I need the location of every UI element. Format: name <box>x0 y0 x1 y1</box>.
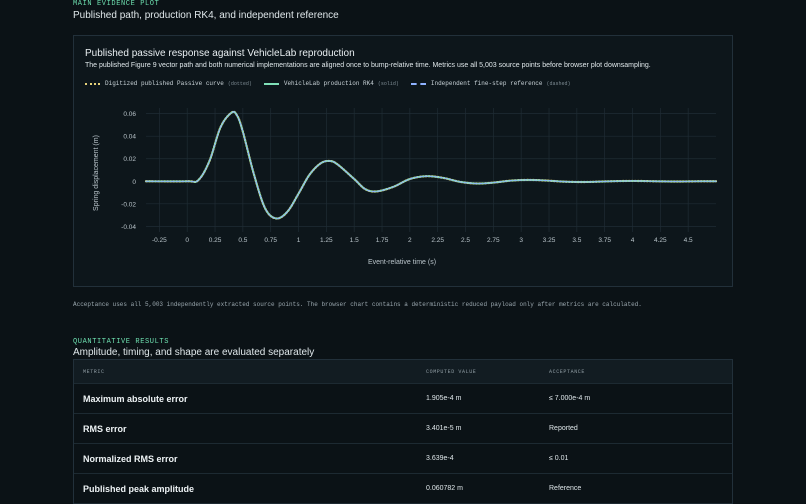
x-tick-label: 4 <box>631 237 635 244</box>
x-tick-label: 2.75 <box>487 237 500 244</box>
table-row: Published peak amplitude 0.060782 m Refe… <box>74 474 732 504</box>
metric-acceptance: ≤ 0.01 <box>549 455 569 462</box>
quant-results-eyebrow: QUANTITATIVE RESULTS <box>73 338 170 346</box>
table-row: RMS error 3.401e-5 m Reported <box>74 414 732 444</box>
metric-name: Published peak amplitude <box>83 483 195 494</box>
x-tick-label: 1.5 <box>350 237 359 244</box>
header-acceptance: ACCEPTANCE <box>549 368 586 375</box>
legend-note-published: (dotted) <box>227 80 252 87</box>
legend-label-reference: Independent fine-step reference <box>430 80 543 87</box>
metric-value: 0.060782 m <box>426 485 463 492</box>
plot-card: Published passive response against Vehic… <box>73 35 733 287</box>
series-published-dotted <box>144 110 718 220</box>
line-chart: -0.25 0 0.25 0.5 0.75 1 1.25 1.5 1.75 2 2.25 2.5 2.7… <box>93 108 718 266</box>
x-tick-label: 1.75 <box>376 237 389 244</box>
x-tick-label: 2 <box>408 237 412 244</box>
x-tick-label: 3.25 <box>543 237 556 244</box>
x-tick-label: 0.5 <box>238 237 247 244</box>
metric-value: 3.639e-4 <box>426 455 454 462</box>
y-axis-label: Spring displacement (m) <box>93 135 100 211</box>
metric-name: Maximum absolute error <box>83 393 188 404</box>
x-tick-label: 0 <box>185 237 189 244</box>
x-tick-label: 3.5 <box>572 237 581 244</box>
legend-item-published[interactable]: Digitized published Passive curve (dotte… <box>85 80 252 87</box>
metric-name: Normalized RMS error <box>83 453 178 464</box>
x-tick-label: 0.75 <box>264 237 277 244</box>
x-tick-label: 0.25 <box>209 237 222 244</box>
series-reference-dashed <box>145 111 717 220</box>
quant-results-title: Amplitude, timing, and shape are evaluat… <box>73 347 315 358</box>
x-tick-label: 2.25 <box>431 237 444 244</box>
x-axis-label: Event-relative time (s) <box>368 259 436 266</box>
y-tick-label: 0.04 <box>123 134 136 141</box>
metric-acceptance: ≤ 7.000e-4 m <box>549 395 591 402</box>
y-tick-label: -0.04 <box>121 224 136 231</box>
header-metric: METRIC <box>83 368 105 375</box>
x-tick-label: 3 <box>519 237 523 244</box>
table-row: Normalized RMS error 3.639e-4 ≤ 0.01 <box>74 444 732 474</box>
metric-acceptance: Reference <box>549 485 582 492</box>
chart-grid <box>146 108 716 232</box>
plot-title: Published passive response against Vehic… <box>85 48 355 59</box>
acceptance-note: Acceptance uses all 5,003 independently … <box>73 301 642 308</box>
legend-item-rk4[interactable]: VehicleLab production RK4 (solid) <box>263 80 399 87</box>
y-tick-label: 0.06 <box>123 111 136 118</box>
y-tick-label: -0.02 <box>121 201 136 208</box>
plot-subtitle: The published Figure 9 vector path and b… <box>85 62 651 69</box>
x-tick-label: 4.25 <box>654 237 667 244</box>
results-table: METRIC COMPUTED VALUE ACCEPTANCE Maximum… <box>73 359 733 504</box>
table-header-row: METRIC COMPUTED VALUE ACCEPTANCE <box>74 360 732 384</box>
header-computed-value: COMPUTED VALUE <box>426 368 477 375</box>
metric-value: 1.905e-4 m <box>426 395 462 402</box>
main-evidence-eyebrow: MAIN EVIDENCE PLOT <box>73 0 160 8</box>
legend-swatch-dashed <box>410 82 426 85</box>
x-tick-label: -0.25 <box>152 237 167 244</box>
legend-note-reference: (dashed) <box>546 80 571 87</box>
metric-value: 3.401e-5 m <box>426 425 462 432</box>
chart-series <box>144 110 718 220</box>
legend-note-rk4: (solid) <box>377 80 399 87</box>
legend-label-rk4: VehicleLab production RK4 <box>283 80 374 87</box>
chart-legend: Digitized published Passive curve (dotte… <box>85 80 583 87</box>
metric-acceptance: Reported <box>549 425 578 432</box>
x-tick-label: 1 <box>297 237 301 244</box>
main-evidence-title: Published path, production RK4, and inde… <box>73 10 339 21</box>
x-tick-label: 1.25 <box>320 237 333 244</box>
legend-swatch-solid <box>263 82 279 85</box>
table-row: Maximum absolute error 1.905e-4 m ≤ 7.00… <box>74 384 732 414</box>
legend-item-reference[interactable]: Independent fine-step reference (dashed) <box>410 80 571 87</box>
legend-swatch-dotted <box>85 82 100 85</box>
y-tick-label: 0.02 <box>123 156 136 163</box>
series-rk4-solid <box>145 111 717 220</box>
x-tick-label: 2.5 <box>461 237 470 244</box>
y-tick-label: 0 <box>132 179 136 186</box>
x-tick-label: 3.75 <box>598 237 611 244</box>
chart-ticks: -0.25 0 0.25 0.5 0.75 1 1.25 1.5 1.75 2 2.25 2.5 2.7… <box>121 111 693 244</box>
legend-label-published: Digitized published Passive curve <box>105 80 224 87</box>
x-tick-label: 4.5 <box>684 237 693 244</box>
metric-name: RMS error <box>83 423 127 434</box>
